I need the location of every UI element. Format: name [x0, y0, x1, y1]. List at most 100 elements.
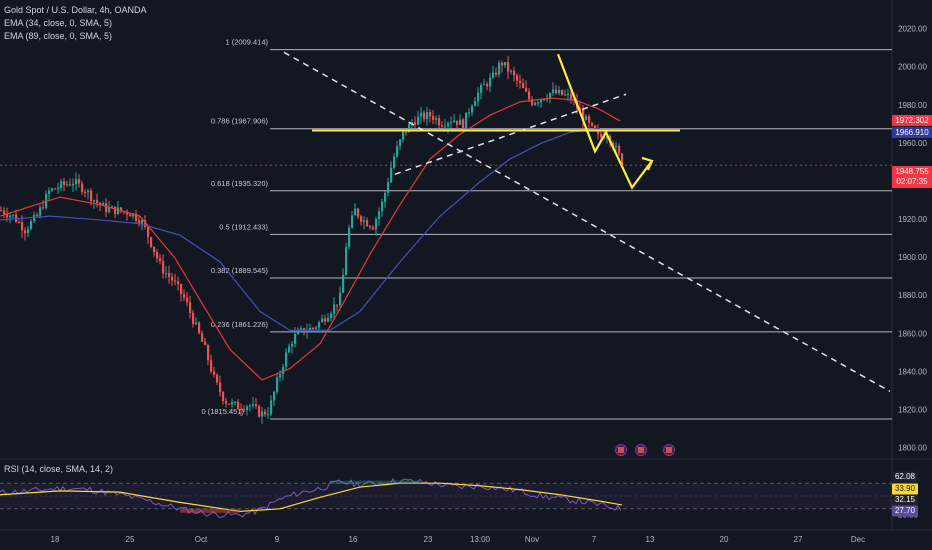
candle-body — [561, 89, 564, 95]
lightning-icon-fill — [618, 447, 624, 453]
candle-body — [429, 112, 432, 117]
candle-body — [51, 188, 54, 191]
candle-body — [336, 304, 339, 306]
candle-body — [384, 192, 387, 202]
candle-body — [30, 221, 33, 230]
candle-body — [126, 211, 129, 215]
candle-body — [6, 214, 9, 218]
candle-body — [579, 108, 582, 110]
candle-body — [63, 181, 66, 185]
candle-body — [432, 116, 435, 120]
candle-body — [225, 401, 228, 404]
ema34-line — [0, 97, 621, 381]
yellow-projection-arrow — [556, 53, 653, 190]
candle-body — [69, 184, 72, 186]
price-badge-value: 1966.910 — [895, 128, 929, 137]
candle-body — [567, 94, 570, 96]
candle-body — [519, 80, 522, 83]
candle-body — [237, 401, 240, 410]
candle-body — [462, 119, 465, 130]
y-tick-label: 1920.00 — [898, 215, 927, 224]
price-badge-value: 1972.302 — [895, 116, 929, 125]
x-tick-label: Dec — [851, 535, 865, 544]
candle-body — [87, 190, 90, 193]
candle-body — [213, 371, 216, 375]
candle-body — [360, 216, 363, 222]
candle-body — [153, 246, 156, 253]
candle-body — [591, 122, 594, 126]
candle-body — [321, 318, 324, 323]
candle-body — [465, 112, 468, 130]
candle-body — [474, 101, 477, 107]
candle-body — [342, 275, 345, 293]
ema89-legend[interactable]: EMA (89, close, 0, SMA, 5) — [4, 31, 113, 41]
rsi-badge — [892, 494, 918, 506]
candle-body — [531, 99, 534, 105]
candle-body — [291, 343, 294, 347]
rsi-legend[interactable]: RSI (14, close, SMA, 14, 2) — [4, 464, 114, 474]
candle-body — [393, 156, 396, 168]
rsi-badge — [892, 483, 918, 495]
candle-body — [450, 122, 453, 124]
candle-body — [300, 328, 303, 331]
dashed-trendline — [394, 93, 627, 175]
x-tick-label: 9 — [275, 535, 280, 544]
candle-body — [246, 406, 249, 410]
candle-body — [558, 89, 561, 94]
candle-body — [333, 304, 336, 314]
y-tick-label: 1840.00 — [898, 367, 927, 376]
candle-body — [138, 220, 141, 224]
rsi-badge — [892, 505, 918, 517]
candle-body — [168, 273, 171, 277]
candle-body — [60, 181, 63, 188]
candle-body — [453, 120, 456, 123]
candle-body — [78, 179, 81, 184]
rsi-badge-value: 33.90 — [895, 484, 916, 493]
y-tick-label: 1980.00 — [898, 101, 927, 110]
candle-body — [210, 360, 213, 372]
candle-body — [99, 202, 102, 206]
x-tick-label: 23 — [424, 535, 433, 544]
candle-body — [438, 118, 441, 126]
candle-body — [585, 116, 588, 121]
candle-body — [396, 146, 399, 157]
y-tick-label: 1880.00 — [898, 291, 927, 300]
dashed-trendline — [283, 51, 891, 393]
candle-body — [9, 215, 12, 218]
candle-body — [387, 182, 390, 193]
candle-body — [363, 220, 366, 222]
price-badge — [892, 166, 932, 188]
candle-body — [381, 201, 384, 212]
candle-body — [516, 75, 519, 81]
candle-body — [216, 374, 219, 383]
candle-body — [270, 400, 273, 415]
candle-body — [93, 200, 96, 202]
candle-body — [459, 119, 462, 125]
us-flag-icon-fill — [666, 447, 672, 453]
candle-body — [3, 210, 6, 215]
candle-body — [570, 94, 573, 100]
candle-body — [489, 77, 492, 87]
candle-body — [507, 62, 510, 72]
ema89-line — [0, 127, 601, 332]
candle-body — [399, 139, 402, 147]
candle-body — [621, 153, 624, 167]
ema34-legend[interactable]: EMA (34, close, 0, SMA, 5) — [4, 18, 113, 28]
candle-body — [174, 280, 177, 282]
rsi-badge-value: 27.70 — [895, 506, 916, 515]
candle-body — [414, 122, 417, 125]
candle-body — [435, 118, 438, 120]
candle-body — [96, 200, 99, 203]
x-tick-label: 13:00 — [470, 535, 491, 544]
candle-body — [297, 330, 300, 335]
candle-body — [618, 145, 621, 154]
candle-body — [183, 294, 186, 298]
candle-body — [525, 87, 528, 92]
candle-body — [189, 302, 192, 313]
candle-body — [198, 322, 201, 333]
candle-body — [0, 210, 3, 212]
candle-body — [408, 124, 411, 133]
candle-body — [102, 203, 105, 206]
candle-body — [324, 318, 327, 322]
